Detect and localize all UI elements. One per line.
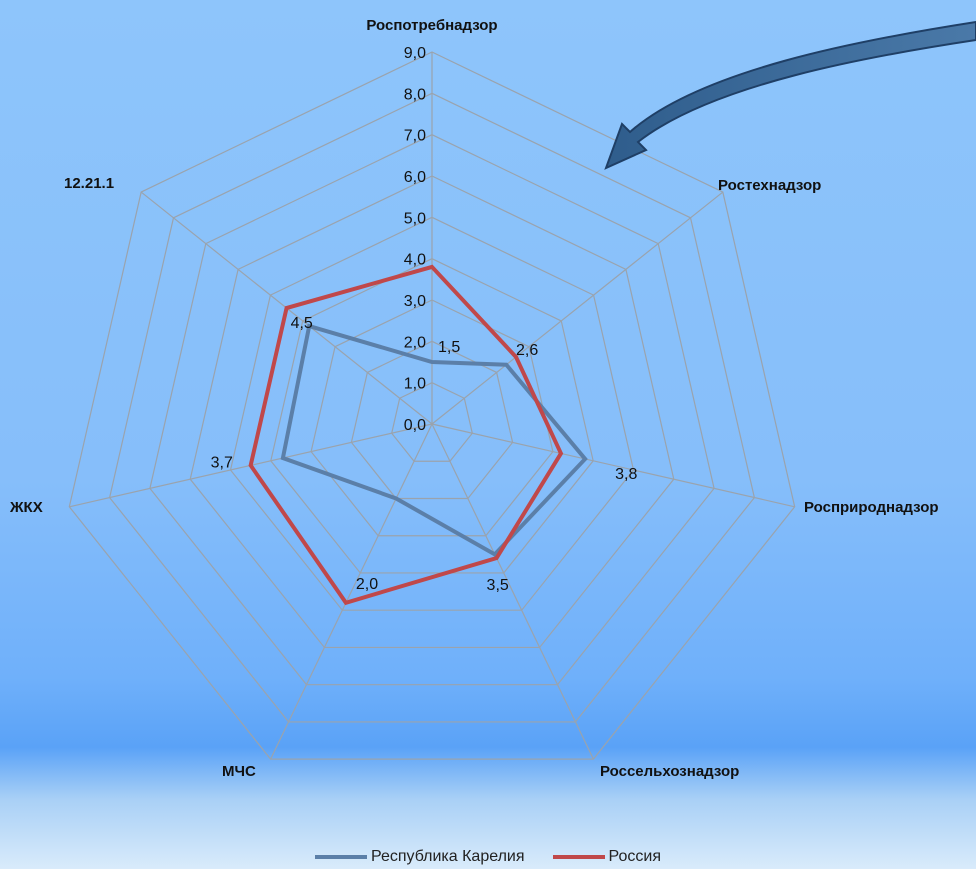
axis-spoke: [431, 191, 724, 425]
grid-ring: [350, 340, 514, 500]
legend-label-karelia: Республика Карелия: [370, 848, 525, 865]
arrow-decoration: [604, 20, 976, 170]
legend-swatch-karelia: [314, 855, 367, 859]
category-label: 12.21.1: [64, 175, 114, 192]
data-label: 3,5: [487, 577, 509, 594]
legend-item-karelia: Республика Карелия: [314, 848, 525, 866]
category-label: Росприроднадзор: [804, 499, 939, 516]
axis-spoke: [270, 423, 433, 760]
data-label: 1,5: [438, 339, 460, 356]
data-label: 3,8: [615, 466, 637, 483]
tick-label: 6,0: [404, 169, 426, 186]
legend-label-russia: Россия: [608, 848, 661, 865]
tick-label: 1,0: [404, 376, 426, 393]
grid-ring: [270, 258, 594, 574]
tick-label: 7,0: [404, 128, 426, 145]
data-label: 4,5: [291, 315, 313, 332]
series-line-russia: [248, 264, 564, 606]
legend-item-russia: Россия: [552, 848, 661, 866]
grid-ring: [189, 175, 675, 649]
tick-label: 2,0: [404, 334, 426, 351]
tick-label: 8,0: [404, 86, 426, 103]
category-label: МЧС: [222, 763, 256, 780]
category-label: Ростехнадзор: [718, 177, 821, 194]
data-label: 2,6: [516, 342, 538, 359]
radar-chart: 0,0 1,0 2,0 3,0 4,0 5,0 6,0 7,0 8,0 9,0 1,5 2,6 3,8…: [9, 17, 976, 780]
grid-ring: [229, 216, 635, 611]
grid-ring: [149, 134, 715, 686]
tick-label: 9,0: [404, 45, 426, 62]
category-label: Роспотребнадзор: [366, 17, 497, 34]
grid-ring: [391, 382, 473, 462]
tick-label: 0,0: [404, 417, 426, 434]
grid-ring: [108, 92, 756, 723]
legend: Республика Карелия Россия: [0, 848, 976, 866]
axis-spoke: [431, 423, 795, 508]
tick-label: 4,0: [404, 252, 426, 269]
tick-label: 3,0: [404, 293, 426, 310]
data-label: 2,0: [356, 576, 378, 593]
series-line-karelia: [280, 323, 588, 557]
category-label: ЖКХ: [9, 499, 43, 516]
legend-swatch-russia: [552, 855, 605, 859]
grid-ring: [310, 299, 554, 537]
tick-label: 5,0: [404, 210, 426, 227]
category-label: Россельхознадзор: [600, 763, 739, 780]
axis-spoke: [431, 423, 594, 760]
grid-ring: [68, 51, 796, 760]
data-label: 3,7: [211, 454, 233, 471]
